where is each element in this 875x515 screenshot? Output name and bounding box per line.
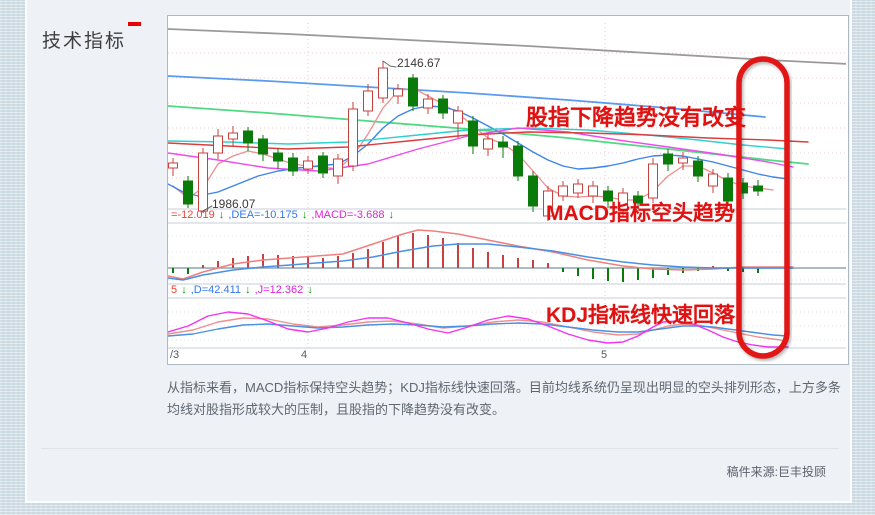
x-axis-label: /3 [170,349,180,361]
macd-readout-segment: ↓ [301,209,308,221]
stock-chart-figure: =-12.019 ↓ ,DEA=-10.175 ↓ ,MACD=-3.688 ↓… [167,15,849,365]
macd-readout-segment: =-12.019 [171,209,218,221]
divider-line [41,448,839,449]
source-label: 稿件来源:巨丰投顾 [726,465,826,479]
annotation-kdj: KDJ指标线快速回落 [546,304,736,327]
x-axis-label: 4 [301,349,308,361]
kdj-readout-row: 5 ↓ ,D=42.411 ↓ ,J=12.362 ↓ [171,284,314,298]
macd-readout-segment: ,DEA=-10.175 [225,209,301,221]
x-axis-row: /3 4 5 [168,348,848,363]
price-label-high: 2146.67 [397,56,441,70]
x-axis-label: 5 [601,349,608,361]
annotation-macd: MACD指标空头趋势 [546,202,735,225]
content-card: 技术指标 =-12.019 ↓ ,DEA=-10.175 ↓ ,MACD=-3.… [25,0,852,503]
kdj-readout-segment: 5 [171,284,181,296]
analysis-paragraph: 从指标来看，MACD指标保持空头趋势；KDJ指标线快速回落。目前均线系统仍呈现出… [167,380,841,417]
macd-readout-segment: ↓ [218,209,225,221]
macd-readout-row: =-12.019 ↓ ,DEA=-10.175 ↓ ,MACD=-3.688 ↓ [171,209,395,223]
red-dash-decoration [128,22,141,26]
annotation-trend: 股指下降趋势没有改变 [526,105,747,130]
kdj-readout-segment: ↓ [307,284,313,296]
chart-svg [168,23,846,359]
price-label-low: 1986.07 [212,197,256,211]
macd-readout-segment: ,MACD=-3.688 [308,209,388,221]
section-title: 技术指标 [42,31,127,52]
kdj-readout-segment: ,D=42.411 [187,284,245,296]
kdj-readout-segment: ↓ [181,284,187,296]
kdj-readout-segment: ,J=12.362 [251,284,307,296]
macd-readout-segment: ↓ [388,209,395,221]
kdj-readout-segment: ↓ [245,284,251,296]
